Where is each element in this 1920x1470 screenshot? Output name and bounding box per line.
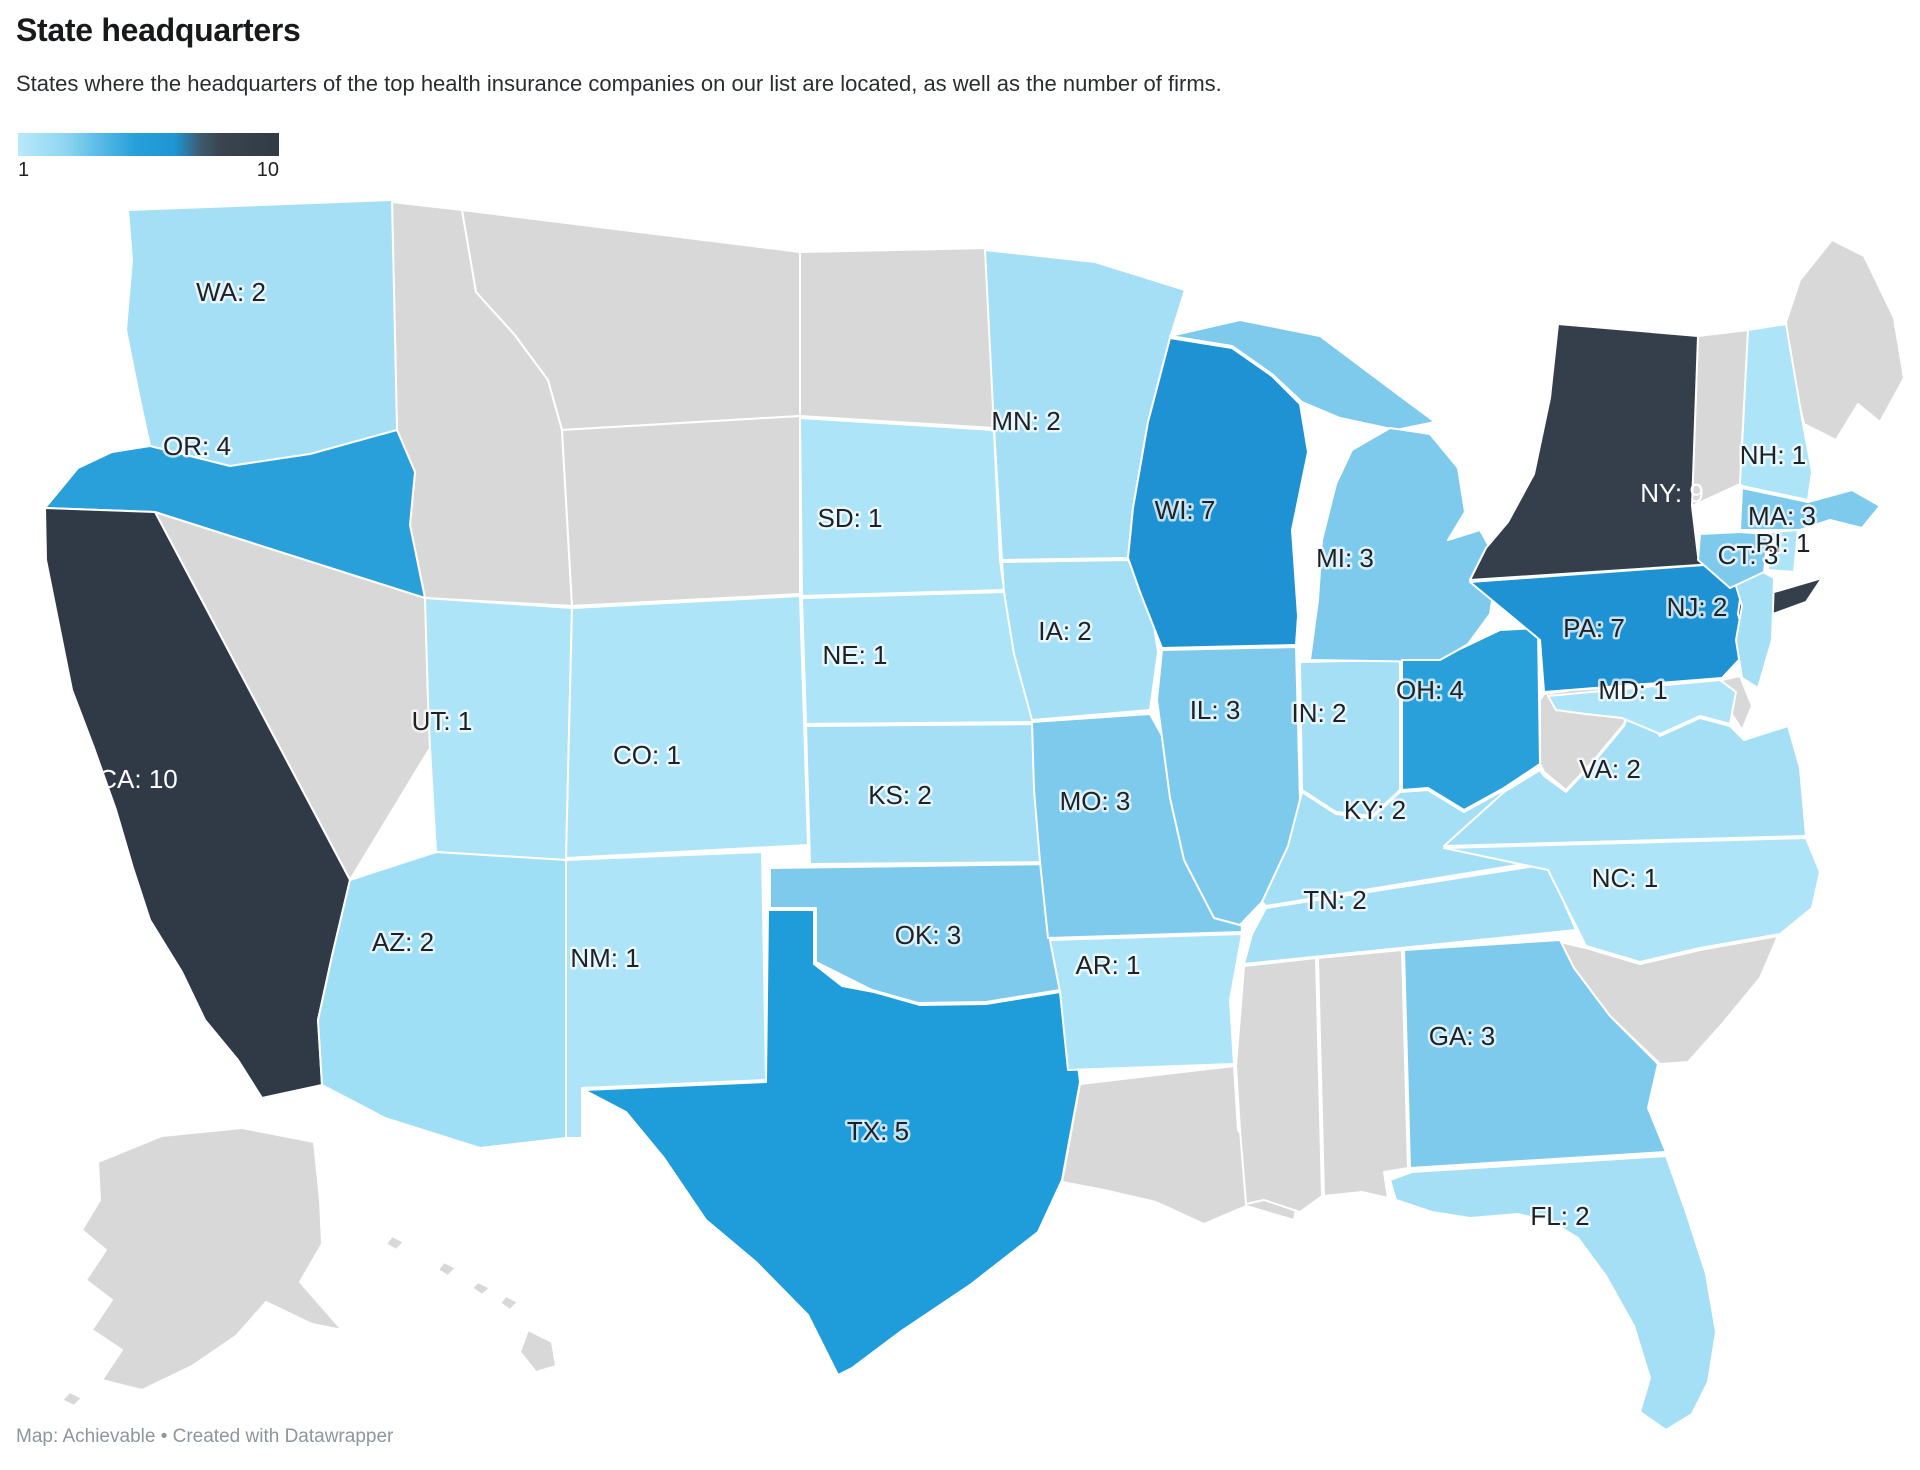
- state-tx[interactable]: [583, 909, 1081, 1376]
- state-label-ne: NE: 1: [822, 640, 887, 670]
- state-label-tx: TX: 5: [847, 1116, 909, 1146]
- state-ar[interactable]: [1049, 933, 1243, 1071]
- state-label-ks: KS: 2: [868, 780, 932, 810]
- state-hi: [437, 1261, 457, 1277]
- header: State headquarters States where the head…: [16, 12, 1222, 97]
- state-me: [1785, 239, 1905, 441]
- state-il[interactable]: [1156, 646, 1301, 926]
- state-nd: [799, 247, 995, 429]
- attribution-footer: Map: Achievable • Created with Datawrapp…: [16, 1426, 394, 1447]
- page-title: State headquarters: [16, 12, 301, 48]
- state-label-ok: OK: 3: [895, 920, 961, 950]
- state-hi: [519, 1329, 557, 1373]
- state-label-mo: MO: 3: [1060, 786, 1131, 816]
- state-label-ca: CA: 10: [98, 764, 178, 794]
- state-label-fl: FL: 2: [1530, 1201, 1589, 1231]
- state-wi[interactable]: [1127, 337, 1309, 649]
- state-la: [1061, 1065, 1299, 1225]
- state-ak: [81, 1127, 343, 1391]
- state-wy: [561, 415, 801, 607]
- state-az[interactable]: [317, 851, 567, 1149]
- state-label-nj: NJ: 2: [1667, 592, 1728, 622]
- state-hi: [385, 1235, 405, 1251]
- state-label-az: AZ: 2: [372, 927, 434, 957]
- state-fl[interactable]: [1389, 1155, 1717, 1431]
- state-ms: [1235, 957, 1323, 1213]
- state-label-pa: PA: 7: [1563, 613, 1625, 643]
- state-label-ut: UT: 1: [412, 706, 473, 736]
- state-label-ia: IA: 2: [1038, 616, 1091, 646]
- state-label-ct: CT: 3: [1718, 540, 1779, 570]
- state-label-md: MD: 1: [1598, 675, 1667, 705]
- state-al: [1317, 949, 1409, 1199]
- state-in[interactable]: [1299, 659, 1401, 817]
- state-wa[interactable]: [125, 199, 398, 467]
- legend-max-label: 10: [256, 159, 279, 181]
- state-hi: [471, 1281, 491, 1296]
- state-label-wa: WA: 2: [196, 277, 266, 307]
- legend-gradient-bar: [18, 133, 279, 156]
- state-label-mi: MI: 3: [1316, 543, 1374, 573]
- state-label-mn: MN: 2: [991, 406, 1060, 436]
- state-nc[interactable]: [1443, 837, 1821, 963]
- state-label-nc: NC: 1: [1592, 863, 1658, 893]
- state-label-ky: KY: 2: [1344, 795, 1406, 825]
- state-ct[interactable]: [1697, 531, 1769, 589]
- state-label-ny: NY: 9: [1640, 478, 1704, 508]
- state-nh[interactable]: [1739, 323, 1813, 501]
- state-label-oh: OH: 4: [1396, 675, 1464, 705]
- state-oh[interactable]: [1401, 627, 1541, 811]
- page-subtitle: States where the headquarters of the top…: [16, 71, 1222, 96]
- state-co[interactable]: [565, 595, 809, 859]
- state-label-tn: TN: 2: [1303, 885, 1367, 915]
- state-or[interactable]: [44, 429, 426, 599]
- state-label-wi: WI: 7: [1155, 495, 1216, 525]
- state-ga[interactable]: [1403, 939, 1667, 1169]
- state-ma[interactable]: [1739, 487, 1881, 531]
- state-md[interactable]: [1547, 679, 1737, 735]
- state-label-va: VA: 2: [1579, 754, 1641, 784]
- state-label-ma: MA: 3: [1748, 501, 1816, 531]
- state-ak: [61, 1391, 83, 1407]
- state-label-ri: RI: 1: [1756, 528, 1811, 558]
- state-label-ar: AR: 1: [1075, 950, 1140, 980]
- legend-min-label: 1: [18, 159, 30, 181]
- color-legend: 1 10: [18, 133, 279, 182]
- state-label-nm: NM: 1: [570, 943, 639, 973]
- state-nj[interactable]: [1735, 563, 1775, 689]
- state-label-sd: SD: 1: [817, 503, 882, 533]
- state-label-nh: NH: 1: [1740, 440, 1806, 470]
- legend-labels: 1 10: [18, 159, 279, 182]
- state-label-or: OR: 4: [163, 431, 231, 461]
- state-label-co: CO: 1: [613, 740, 681, 770]
- state-ri[interactable]: [1767, 529, 1799, 573]
- state-label-il: IL: 3: [1190, 695, 1241, 725]
- state-label-in: IN: 2: [1292, 698, 1347, 728]
- state-hi: [499, 1295, 519, 1311]
- state-nm[interactable]: [565, 851, 767, 1139]
- state-label-ga: GA: 3: [1429, 1021, 1495, 1051]
